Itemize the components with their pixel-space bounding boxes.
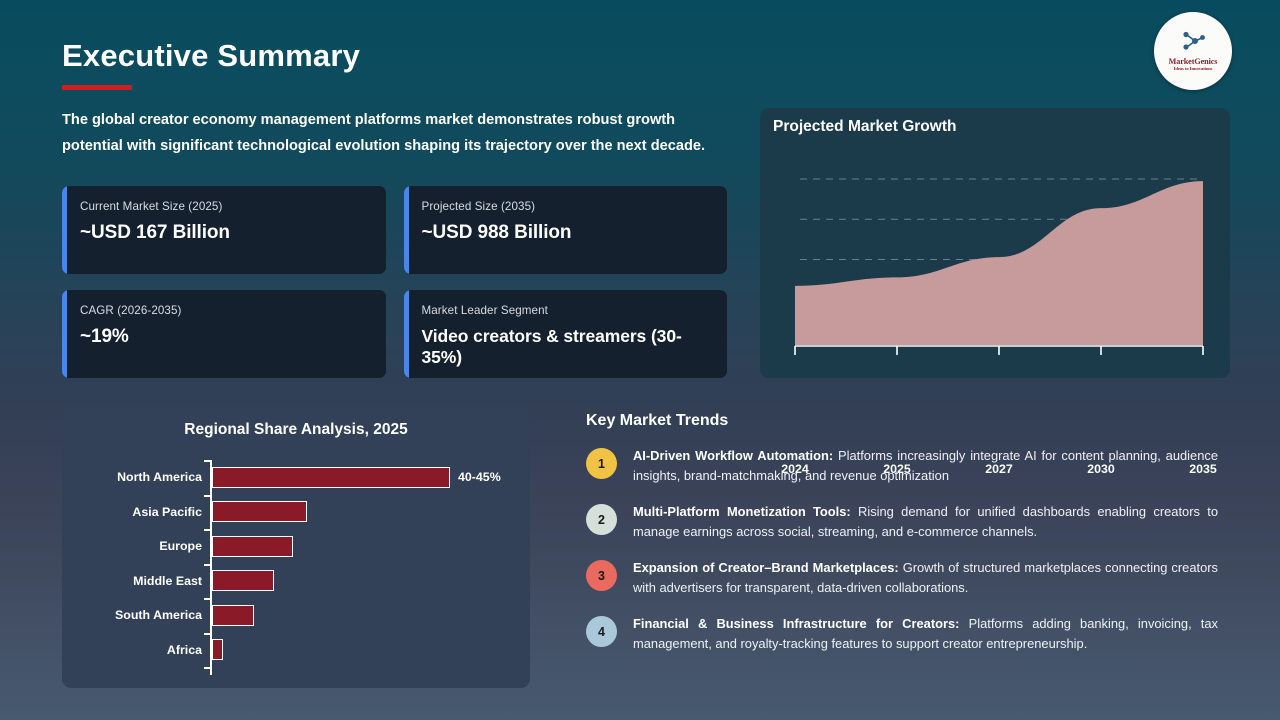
bar-chart-row: North America 40-45% bbox=[62, 460, 530, 495]
bar-axis-tick bbox=[204, 529, 211, 531]
metric-card-value: ~USD 167 Billion bbox=[80, 222, 230, 243]
section-title: Key Market Trends bbox=[586, 412, 729, 429]
x-axis-tick-label: 2025 bbox=[883, 462, 911, 476]
trend-description: Financial & Business Infrastructure for … bbox=[633, 616, 1218, 651]
trend-description: Expansion of Creator–Brand Marketplaces:… bbox=[633, 560, 1218, 595]
bar-category-label: Asia Pacific bbox=[132, 504, 202, 519]
chart-title: Projected Market Growth bbox=[773, 118, 957, 135]
trend-item: 2 Multi-Platform Monetization Tools: Risi… bbox=[586, 502, 1222, 541]
bar-track: 40-45% bbox=[212, 460, 530, 495]
regional-share-analysis-chart: Regional Share Analysis, 2025 North Amer… bbox=[62, 408, 530, 688]
bar-category-label: Middle East bbox=[133, 573, 202, 588]
key-market-trends: Key Market Trends 1 AI-Driven Workflow Au… bbox=[586, 412, 1222, 670]
trend-number-badge: 2 bbox=[586, 504, 617, 535]
metric-card-value: Video creators & streamers (30-35%) bbox=[421, 326, 682, 367]
bar-track bbox=[212, 633, 530, 668]
bar-chart-row: Middle East bbox=[62, 564, 530, 599]
bar-track bbox=[212, 495, 530, 530]
bar-value-label: 40-45% bbox=[458, 470, 501, 485]
company-logo: MarketGenics Ideas to Innovations bbox=[1154, 12, 1232, 90]
bar-fill bbox=[212, 535, 294, 557]
bar-track bbox=[212, 529, 530, 564]
trend-heading: AI-Driven Workflow Automation: bbox=[633, 448, 834, 463]
trend-list: 1 AI-Driven Workflow Automation: Platform… bbox=[586, 446, 1222, 653]
metric-card-cagr: CAGR (2026-2035) ~19% bbox=[62, 290, 386, 378]
bar-chart-row: South America bbox=[62, 598, 530, 633]
bar-fill bbox=[212, 570, 274, 592]
area-chart-x-axis-labels: 2024 2025 2027 2030 2035 bbox=[760, 462, 1230, 478]
trend-number-badge: 1 bbox=[586, 448, 617, 479]
x-axis-tick-label: 2024 bbox=[781, 462, 809, 476]
bar-category-label: South America bbox=[115, 608, 202, 623]
bar-category-label: Europe bbox=[159, 539, 202, 554]
trend-number-badge: 4 bbox=[586, 616, 617, 647]
intro-paragraph: The global creator economy management pl… bbox=[62, 112, 706, 154]
bar-track bbox=[212, 564, 530, 599]
x-axis-tick-label: 2027 bbox=[985, 462, 1013, 476]
logo-company-name: MarketGenics bbox=[1168, 56, 1218, 66]
projected-market-growth-chart: Projected Market Growth 2024 2025 2027 2030… bbox=[760, 108, 1230, 476]
bar-fill bbox=[212, 466, 450, 488]
chart-title: Regional Share Analysis, 2025 bbox=[184, 421, 408, 438]
title-underline-accent bbox=[62, 85, 132, 90]
bar-category-label: Africa bbox=[166, 642, 202, 657]
trend-heading: Expansion of Creator–Brand Marketplaces: bbox=[633, 560, 899, 575]
metric-card-projected-size: Projected Size (2035) ~USD 988 Billion bbox=[403, 186, 727, 274]
trend-description: AI-Driven Workflow Automation: Platforms… bbox=[633, 448, 1218, 483]
bar-fill bbox=[212, 639, 224, 661]
x-axis-tick-label: 2035 bbox=[1189, 462, 1217, 476]
bar-axis-tick bbox=[204, 632, 211, 635]
bar-axis-tick bbox=[204, 563, 211, 566]
bar-chart-row: Asia Pacific bbox=[62, 495, 530, 530]
bar-fill bbox=[212, 604, 254, 626]
bar-axis-tick bbox=[204, 598, 211, 600]
trend-item: 4 Financial & Business Infrastructure for… bbox=[586, 614, 1222, 653]
metric-card-value: ~19% bbox=[80, 326, 129, 347]
page-title: Executive Summary bbox=[62, 38, 361, 73]
x-axis-tick-label: 2030 bbox=[1087, 462, 1115, 476]
trend-number-badge: 3 bbox=[586, 560, 617, 591]
metric-card-label: Projected Size (2035) bbox=[421, 200, 536, 213]
bar-chart-rows: North America 40-45% Asia Pacific Europe Mid… bbox=[62, 460, 530, 667]
trend-heading: Financial & Business Infrastructure for … bbox=[633, 616, 960, 631]
bar-category-label: North America bbox=[117, 470, 202, 485]
area-chart-svg bbox=[794, 178, 1204, 355]
trend-description: Multi-Platform Monetization Tools: Risin… bbox=[633, 504, 1218, 539]
metric-card-label: Current Market Size (2025) bbox=[80, 200, 223, 213]
metric-card-current-market-size: Current Market Size (2025) ~USD 167 Bill… bbox=[62, 186, 386, 274]
logo-tagline: Ideas to Innovations bbox=[1173, 66, 1213, 72]
bar-fill bbox=[212, 501, 308, 523]
metric-card-market-leader-segment: Market Leader Segment Video creators & s… bbox=[403, 290, 727, 378]
bar-chart-row: Europe bbox=[62, 529, 530, 564]
trend-item: 3 Expansion of Creator–Brand Marketplaces… bbox=[586, 558, 1222, 597]
metric-cards: Current Market Size (2025) ~USD 167 Bill… bbox=[62, 186, 727, 394]
bar-chart-y-axis bbox=[210, 460, 212, 675]
metric-card-label: Market Leader Segment bbox=[421, 304, 548, 317]
metric-card-value: ~USD 988 Billion bbox=[421, 222, 572, 243]
trend-item: 1 AI-Driven Workflow Automation: Platform… bbox=[586, 446, 1222, 485]
network-nodes-icon bbox=[1180, 31, 1206, 56]
bar-axis-tick bbox=[204, 460, 211, 462]
bar-axis-tick bbox=[204, 667, 211, 669]
bar-track bbox=[212, 598, 530, 633]
metric-card-label: CAGR (2026-2035) bbox=[80, 304, 182, 317]
bar-chart-row: Africa bbox=[62, 633, 530, 668]
bar-axis-tick bbox=[204, 494, 211, 497]
trend-heading: Multi-Platform Monetization Tools: bbox=[633, 504, 851, 519]
